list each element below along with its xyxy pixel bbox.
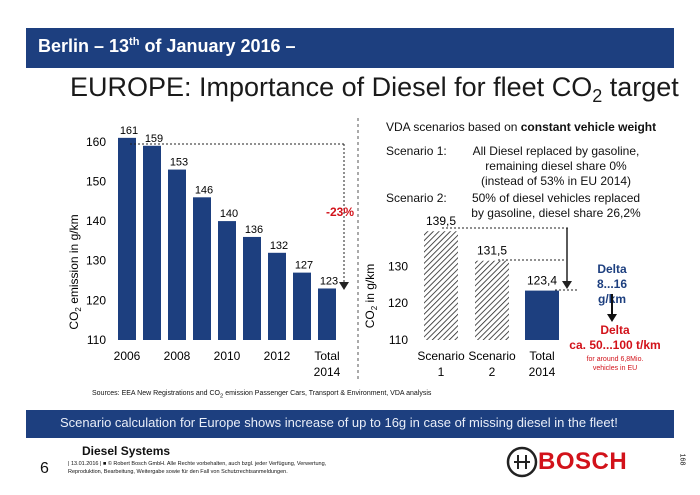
bosch-armature-icon: [506, 446, 538, 478]
chart1-x-tick: 2010: [214, 349, 241, 363]
chart1-value-label: 132: [270, 240, 288, 252]
chart1-value-label: 140: [220, 208, 238, 220]
chart1-value-label: 153: [170, 157, 188, 169]
scenario2-label: Scenario 2:: [386, 191, 447, 205]
chart1-bar: [143, 145, 161, 340]
chart2-x-tick: 2: [489, 365, 496, 379]
sources-note: Sources: EEA New Registrations and CO2 e…: [92, 390, 432, 400]
chart2-x-tick: 2014: [529, 365, 556, 379]
chart1-annotation: -23%: [326, 205, 354, 219]
chart1-value-label: 127: [295, 260, 313, 272]
emission-chart: CO2 emission in g/km 110120130140150160 …: [67, 125, 354, 379]
chart1-x-tick: 2014: [314, 365, 341, 379]
chart1-x-tick: 2012: [264, 349, 291, 363]
chart2-x-tick: Scenario: [417, 349, 465, 363]
chart1-bar: [318, 288, 336, 340]
page-number: 6: [40, 460, 49, 477]
chart2-bar: [525, 290, 559, 340]
header-band: [26, 28, 674, 68]
bottom-banner-text: Scenario calculation for Europe shows in…: [60, 415, 618, 430]
scenario1-description: All Diesel replaced by gasoline, remainin…: [472, 144, 640, 188]
chart1-value-label: 146: [195, 184, 213, 196]
chart2-delta-arrow-head: [562, 281, 572, 289]
scenario2-description: 50% of diesel vehicles replaced by gasoli…: [471, 191, 641, 220]
chart1-y-tick: 140: [86, 214, 106, 228]
chart1-bar: [168, 169, 186, 340]
chart1-y-tick: 150: [86, 174, 106, 188]
vda-heading: VDA scenarios based on constant vehicle …: [386, 120, 657, 134]
chart2-x-tick: Total: [529, 349, 554, 363]
chart1-arrow-head: [339, 282, 349, 290]
bosch-logo: BOSCH: [538, 448, 628, 475]
delta-note: for around 6,8Mio. vehicles in EU: [586, 356, 644, 372]
chart2-value-label: 139,5: [426, 214, 456, 228]
chart2-y-tick: 120: [388, 296, 408, 310]
chart1-value-label: 159: [145, 133, 163, 145]
slide-title: EUROPE: Importance of Diesel for fleet C…: [70, 72, 679, 106]
chart1-bar: [118, 137, 136, 340]
chart1-x-tick: 2008: [164, 349, 191, 363]
scenario-chart: CO2 in g/km 110 120 130 139,5 Scenario 1 131,…: [363, 214, 578, 379]
chart1-y-tick: 110: [87, 333, 106, 347]
footer-legal-1: | 13.01.2016 | ■ © Robert Bosch GmbH. Al…: [68, 461, 327, 467]
chart2-bar: [424, 231, 458, 340]
chart2-x-tick: 1: [438, 365, 445, 379]
bottom-banner: [26, 410, 674, 438]
chart1-bar: [193, 197, 211, 340]
chart1-value-label: 136: [245, 224, 263, 236]
chart1-value-label: 123: [320, 275, 338, 287]
chart1-bar: [243, 236, 261, 340]
chart2-x-tick: Scenario: [468, 349, 516, 363]
chart1-value-label: 161: [120, 125, 138, 137]
chart1-x-tick: Total: [314, 349, 339, 363]
chart1-y-tick: 160: [86, 135, 106, 149]
footer-brand: Diesel Systems: [82, 444, 171, 458]
delta-tonnage: Delta ca. 50...100 t/km: [569, 323, 661, 352]
chart2-bar: [475, 260, 509, 340]
scenario1-label: Scenario 1:: [386, 144, 447, 158]
column-divider: [357, 118, 359, 380]
header-text: Berlin – 13th of January 2016 –: [38, 36, 296, 56]
chart1-bar: [268, 252, 286, 340]
footer-legal-2: Reproduktion, Bearbeitung, Weitergabe so…: [68, 469, 288, 475]
chart2-y-tick: 110: [389, 333, 408, 347]
chart2-value-label: 123,4: [527, 274, 557, 288]
chart2-value-label: 131,5: [477, 244, 507, 258]
chart2-y-tick: 130: [388, 259, 408, 273]
side-number: 168: [678, 453, 686, 466]
chart1-x-tick: 2006: [114, 349, 141, 363]
chart2-ylabel: CO2 in g/km: [363, 264, 379, 328]
delta-down-arrow: [607, 294, 617, 322]
chart1-bar: [293, 272, 311, 340]
chart1-bar: [218, 221, 236, 340]
chart1-y-tick: 120: [86, 293, 106, 307]
chart1-y-tick: 130: [86, 254, 106, 268]
chart1-ylabel: CO2 emission in g/km: [67, 214, 83, 329]
